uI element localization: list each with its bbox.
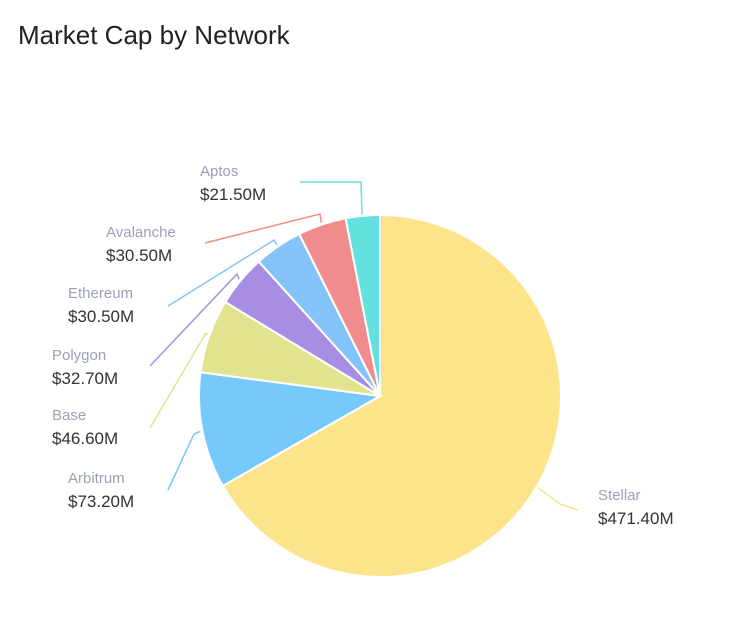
slice-label-stellar: Stellar xyxy=(598,487,641,504)
slice-label-base: Base xyxy=(52,407,86,424)
slice-value-stellar: $471.40M xyxy=(598,509,674,528)
connector-line-base xyxy=(149,331,209,429)
slice-label-avalanche: Avalanche xyxy=(106,224,176,241)
pie-slice-stellar xyxy=(221,213,562,578)
connector-line-ethereum xyxy=(167,238,278,307)
connector-line-polygon xyxy=(149,272,240,367)
pie-slice-aptos xyxy=(344,213,381,397)
slice-label-arbitrum: Arbitrum xyxy=(68,470,125,487)
slice-label-aptos: Aptos xyxy=(200,163,238,180)
slice-label-ethereum: Ethereum xyxy=(68,285,133,302)
slice-value-base: $46.60M xyxy=(52,429,118,448)
slice-value-arbitrum: $73.20M xyxy=(68,492,134,511)
connector-line-arbitrum xyxy=(167,430,201,491)
connector-line-avalanche xyxy=(204,213,322,244)
pie-slice-arbitrum xyxy=(198,371,384,488)
slice-label-polygon: Polygon xyxy=(52,347,106,364)
slice-value-ethereum: $30.50M xyxy=(68,307,134,326)
chart-title: Market Cap by Network xyxy=(18,20,290,50)
connector-line-stellar xyxy=(537,487,579,511)
slice-value-polygon: $32.70M xyxy=(52,369,118,388)
slice-value-aptos: $21.50M xyxy=(200,185,266,204)
connector-line-aptos xyxy=(300,181,363,216)
slice-value-avalanche: $30.50M xyxy=(106,246,172,265)
